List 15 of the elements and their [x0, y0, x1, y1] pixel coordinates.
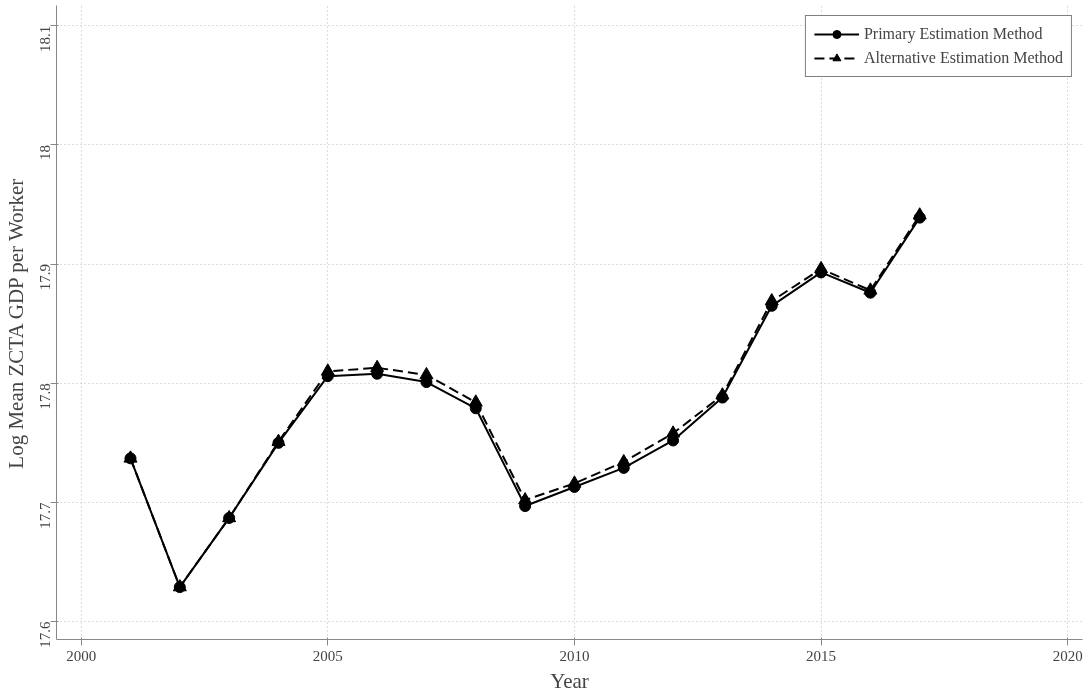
- y-tick-label: 17.6: [37, 621, 54, 648]
- x-tick-label: 2005: [312, 647, 343, 664]
- x-tick-label: 2010: [559, 647, 590, 664]
- legend-label: Alternative Estimation Method: [863, 49, 1063, 67]
- y-tick-label: 17.8: [37, 383, 54, 410]
- y-tick-label: 18.1: [37, 25, 54, 53]
- y-tick-label: 18: [37, 144, 54, 160]
- x-tick-label: 2015: [806, 647, 837, 664]
- y-axis-title: Log Mean ZCTA GDP per Worker: [3, 178, 28, 469]
- legend-label: Primary Estimation Method: [863, 25, 1043, 43]
- x-tick-label: 2020: [1052, 647, 1083, 664]
- y-tick-label: 17.7: [37, 501, 54, 529]
- x-axis-title: Year: [550, 668, 589, 693]
- x-tick-label: 2000: [66, 647, 97, 664]
- y-tick-label: 17.9: [37, 264, 54, 291]
